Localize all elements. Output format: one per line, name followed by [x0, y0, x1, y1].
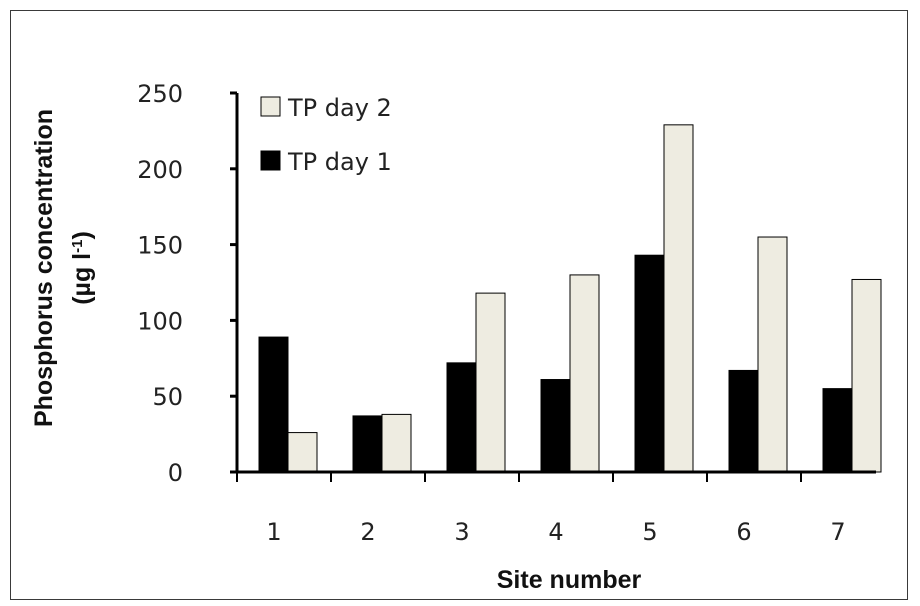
legend-label-tp-day-1: TP day 1: [287, 148, 392, 176]
bar-tp-day-1-site-6: [728, 369, 759, 473]
bar-tp-day-2-site-5: [663, 124, 694, 473]
legend-label-tp-day-2: TP day 2: [287, 94, 392, 122]
x-tick-label-4: 4: [548, 518, 563, 546]
x-ticks-group: 1 2 3 4 5 6 7: [236, 472, 846, 546]
bar-tp-day-1-site-1: [258, 336, 289, 473]
bar-tp-day-2-site-6: [757, 236, 788, 473]
y-tick-label-100: 100: [137, 307, 183, 335]
y-axis-title-exponent: -1: [69, 240, 86, 253]
y-axis-title-line1: Phosphorus concentration: [30, 109, 58, 427]
x-tick-label-2: 2: [360, 518, 375, 546]
y-tick-label-200: 200: [137, 156, 183, 184]
x-tick-label-3: 3: [454, 518, 469, 546]
legend-swatch-tp-day-1: [260, 150, 281, 171]
x-tick-label-1: 1: [266, 518, 281, 546]
bar-tp-day-2-site-2: [381, 413, 412, 473]
bar-tp-day-1-site-3: [446, 362, 477, 473]
bar-tp-day-1-site-4: [540, 379, 571, 473]
x-tick-label-6: 6: [736, 518, 751, 546]
bar-tp-day-2-site-7: [851, 278, 882, 473]
bar-tp-day-1-site-7: [822, 388, 853, 473]
bar-tp-day-2-site-3: [475, 292, 506, 473]
y-tick-label-0: 0: [168, 459, 183, 487]
bar-tp-day-2-site-1: [287, 432, 318, 473]
bar-tp-day-1-site-2: [352, 415, 383, 473]
x-axis-title: Site number: [497, 566, 642, 594]
bars-group: [258, 124, 882, 473]
y-tick-label-50: 50: [152, 383, 183, 411]
x-tick-label-7: 7: [830, 518, 845, 546]
x-tick-label-5: 5: [642, 518, 657, 546]
y-ticks-group: 0 50 100 150 200 250: [137, 80, 237, 487]
bar-tp-day-1-site-5: [634, 254, 665, 473]
y-tick-label-150: 150: [137, 232, 183, 260]
legend: TP day 2 TP day 1: [260, 94, 392, 176]
y-axis-title-line2: (µg l-1): [68, 231, 96, 305]
legend-swatch-tp-day-2: [260, 96, 281, 117]
bar-tp-day-2-site-4: [569, 274, 600, 473]
y-axis-title-unit: (µg l: [68, 253, 96, 305]
y-tick-label-250: 250: [137, 80, 183, 108]
y-axis-title-close: ): [68, 231, 96, 239]
